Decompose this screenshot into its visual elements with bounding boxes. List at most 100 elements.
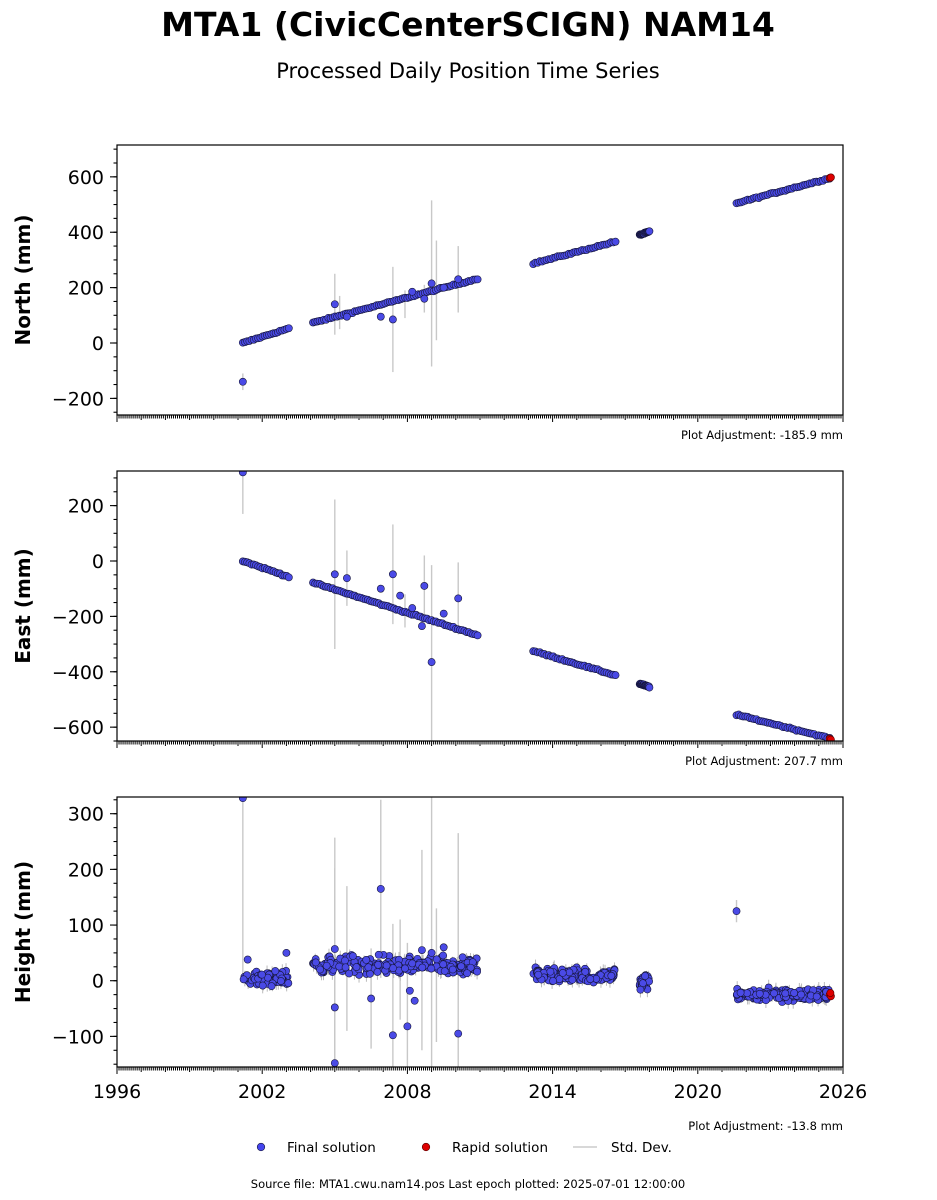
y-axis-label: North (mm)	[11, 214, 35, 345]
outlier-point	[376, 312, 385, 321]
data-point	[743, 989, 751, 998]
y-ticks	[110, 477, 117, 742]
outlier-point	[454, 594, 463, 603]
plot-adjustment-note: Plot Adjustment: 207.7 mm	[685, 754, 843, 768]
outlier-point	[238, 797, 247, 803]
data-point	[439, 960, 448, 969]
outlier-point	[420, 582, 429, 590]
y-axis-label: Height (mm)	[11, 861, 35, 1003]
y-tick-label: 0	[92, 971, 104, 993]
outlier-point	[330, 1003, 339, 1012]
outlier-point	[427, 948, 436, 957]
outlier-point	[282, 948, 291, 957]
rapid-points	[825, 173, 835, 182]
legend-label: Final solution	[287, 1140, 376, 1156]
y-axis-label: East (mm)	[11, 548, 35, 664]
legend: Final solution Rapid solution Std. Dev.	[256, 1140, 672, 1156]
data-point	[341, 956, 349, 965]
outlier-point	[238, 377, 247, 386]
y-tick-label: 600	[68, 167, 104, 189]
outlier-point	[243, 955, 252, 964]
y-tick-label: 200	[68, 859, 104, 881]
final-points	[238, 174, 834, 386]
data-point	[736, 988, 745, 997]
data-point	[267, 982, 276, 991]
data-point	[755, 989, 764, 998]
y-tick-label: 0	[92, 551, 104, 573]
data-point	[352, 963, 361, 971]
outlier-point	[330, 570, 339, 579]
source-footer: Source file: MTA1.cwu.nam14.pos Last epo…	[251, 1177, 685, 1191]
data-point	[408, 959, 417, 968]
y-tick-label: 0	[92, 333, 104, 355]
data-point	[546, 967, 555, 976]
data-point	[322, 961, 331, 970]
data-point	[284, 324, 293, 333]
data-point	[558, 969, 567, 977]
data-point	[284, 573, 293, 582]
outlier-point	[454, 1029, 463, 1038]
plot-frame	[116, 796, 844, 1068]
outlier-point	[408, 287, 417, 296]
final-points	[238, 797, 834, 1067]
y-tick-label: 300	[68, 804, 104, 826]
data-point	[401, 964, 409, 973]
outlier-point	[330, 300, 339, 309]
data-point	[466, 963, 475, 972]
y-tick-label: 200	[68, 278, 104, 300]
x-tick-label: 2002	[238, 1081, 286, 1103]
data-point	[458, 953, 467, 962]
data-point	[611, 671, 620, 679]
data-point	[277, 977, 285, 985]
data-point	[271, 967, 280, 975]
x-ticks	[116, 1067, 844, 1074]
outlier-point	[396, 591, 405, 600]
data-point	[335, 962, 344, 971]
x-tick-label: 2020	[674, 1081, 722, 1103]
data-point	[374, 950, 383, 959]
outlier-point	[410, 996, 419, 1005]
data-point	[439, 951, 447, 960]
outlier-point	[367, 994, 375, 1003]
y-tick-label: −200	[52, 388, 104, 410]
data-point	[374, 960, 383, 969]
data-point	[534, 970, 543, 979]
x-tick-label: 2008	[383, 1081, 431, 1103]
data-point	[607, 971, 616, 980]
rapid-points	[825, 734, 835, 741]
outlier-point	[418, 622, 426, 630]
data-point	[781, 989, 790, 998]
data-point	[258, 970, 266, 979]
data-point	[258, 981, 267, 990]
data-point	[636, 985, 645, 994]
legend-swatch	[421, 1142, 431, 1152]
rapid-point	[827, 173, 835, 182]
data-point	[382, 961, 391, 970]
data-point	[812, 992, 821, 1001]
outlier-point	[427, 279, 436, 288]
plot-area	[238, 173, 835, 391]
outlier-point	[405, 986, 414, 995]
legend-swatch	[256, 1142, 266, 1152]
data-point	[641, 972, 650, 980]
plot-adjustment-note: Plot Adjustment: -13.8 mm	[688, 1119, 843, 1133]
data-point	[568, 975, 577, 984]
data-point	[418, 963, 427, 972]
outlier-point	[418, 946, 426, 954]
x-tick-label: 2026	[819, 1081, 867, 1103]
outlier-point	[420, 294, 429, 303]
panel-north: −200 0 200 400 600 North (mm) Plot Adjustment:…	[11, 144, 844, 442]
data-point	[797, 990, 806, 999]
legend-item-stddev-line: Std. Dev.	[573, 1140, 672, 1156]
data-point	[645, 683, 654, 692]
data-point	[432, 955, 441, 964]
outlier-point	[330, 1059, 339, 1067]
data-point	[565, 968, 574, 977]
plot-area	[238, 797, 835, 1067]
y-ticks	[110, 799, 117, 1065]
outlier-point	[330, 945, 339, 953]
outlier-point	[342, 574, 351, 583]
data-point	[316, 965, 324, 974]
chart-title: MTA1 (CivicCenterSCIGN) NAM14	[161, 5, 775, 44]
